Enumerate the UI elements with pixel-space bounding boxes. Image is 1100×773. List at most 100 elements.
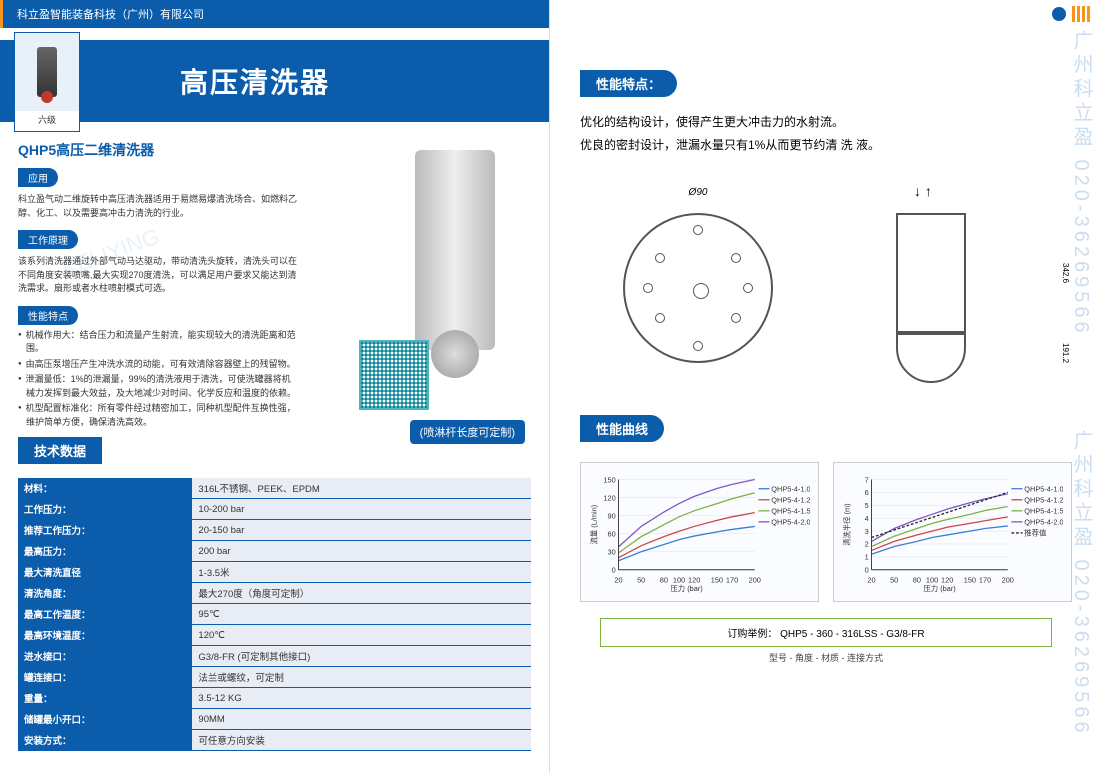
techdata-label: 技术数据 (18, 437, 102, 464)
svg-text:200: 200 (749, 575, 761, 584)
svg-text:0: 0 (865, 565, 869, 574)
spec-row: 清洗角度：最大270度（角度可定制） (18, 583, 531, 604)
spec-key: 罐连接口： (18, 667, 192, 688)
svg-text:50: 50 (637, 575, 645, 584)
feature-item: 机械作用大：结合压力和流量产生射流，能实现较大的清洗距离和范围。 (18, 329, 298, 356)
svg-text:流量 (L/min): 流量 (L/min) (589, 504, 598, 544)
svg-text:QHP5-4-2.0: QHP5-4-2.0 (1024, 517, 1063, 526)
right-page: 性能特点： 优化的结构设计，使得产生更大冲击力的水射流。 优良的密封设计，泄漏水… (550, 0, 1100, 773)
spec-value: 95℃ (192, 604, 531, 625)
application-text: 科立盈气动二维旋转中高压清洗器适用于易燃易爆清洗场合、如燃料乙醇、化工、以及需要… (18, 193, 298, 220)
svg-text:推荐值: 推荐值 (1024, 528, 1047, 537)
principle-label: 工作原理 (18, 230, 78, 249)
spec-value: 120℃ (192, 625, 531, 646)
spec-value: 10-200 bar (192, 499, 531, 520)
spec-value: 3.5-12 KG (192, 688, 531, 709)
spec-row: 工作压力：10-200 bar (18, 499, 531, 520)
logo-icon (1052, 7, 1066, 21)
spec-key: 最大清洗直径 (18, 562, 192, 583)
svg-text:2: 2 (865, 539, 869, 548)
spec-row: 进水接口：G3/8-FR (可定制其他接口) (18, 646, 531, 667)
spec-key: 重量： (18, 688, 192, 709)
diameter-label: Ø90 (689, 187, 708, 198)
spec-key: 最高工作温度： (18, 604, 192, 625)
left-page: 科立盈智能装备科技（广州）有限公司 六级 高压清洗器 QHP5高压二维清洗器 应… (0, 0, 550, 773)
hero-title: 高压清洗器 (180, 61, 330, 101)
svg-text:20: 20 (614, 575, 622, 584)
radius-chart: 01234567205080100120150170200压力 (bar)清洗半… (833, 462, 1072, 602)
perf-line-1: 优化的结构设计，使得产生更大冲击力的水射流。 (580, 111, 1072, 134)
svg-text:30: 30 (608, 547, 616, 556)
spec-value: G3/8-FR (可定制其他接口) (192, 646, 531, 667)
perf-features-label: 性能特点： (580, 70, 677, 97)
svg-text:压力 (bar): 压力 (bar) (923, 584, 955, 593)
spec-row: 最大清洗直径1-3.5米 (18, 562, 531, 583)
svg-text:90: 90 (608, 511, 616, 520)
perf-text: 优化的结构设计，使得产生更大冲击力的水射流。 优良的密封设计，泄漏水量只有1%从… (580, 111, 1072, 157)
svg-text:7: 7 (865, 475, 869, 484)
custom-length-note: (喷淋杆长度可定制) (410, 420, 525, 444)
diagram-side: ↓ ↑ 342.6 191.2 (836, 173, 1072, 403)
watermark-vertical: 广州科立盈 020-36269566 (1067, 430, 1096, 737)
spec-value: 最大270度（角度可定制） (192, 583, 531, 604)
spec-value: 1-3.5米 (192, 562, 531, 583)
diagram-front: Ø90 (580, 173, 816, 403)
tech-diagrams: Ø90 (580, 173, 1072, 403)
qr-code (359, 340, 429, 410)
svg-text:清洗半径 (m): 清洗半径 (m) (842, 503, 851, 546)
svg-text:150: 150 (964, 575, 976, 584)
features-list: 机械作用大：结合压力和流量产生射流，能实现较大的清洗距离和范围。 由高压泵增压产… (18, 329, 298, 430)
spec-row: 重量：3.5-12 KG (18, 688, 531, 709)
hero-banner: 六级 高压清洗器 (0, 40, 549, 122)
spec-value: 90MM (192, 709, 531, 730)
svg-text:170: 170 (979, 575, 991, 584)
principle-text: 该系列清洗器通过外部气动马达驱动，带动清洗头旋转，清洗头可以在不同角度安装喷嘴,… (18, 255, 298, 296)
spec-key: 最高压力： (18, 541, 192, 562)
svg-text:QHP5-4-1.2: QHP5-4-1.2 (1024, 495, 1063, 504)
svg-text:4: 4 (865, 514, 869, 523)
spec-row: 推荐工作压力：20-150 bar (18, 520, 531, 541)
spec-key: 安装方式： (18, 730, 192, 751)
order-example: 订购举例： QHP5 - 360 - 316LSS - G3/8-FR (600, 618, 1052, 647)
spec-value: 法兰或螺纹，可定制 (192, 667, 531, 688)
svg-text:80: 80 (660, 575, 668, 584)
spec-row: 最高环境温度：120℃ (18, 625, 531, 646)
watermark-vertical: 广州科立盈 020-36269566 (1067, 30, 1096, 337)
svg-text:3: 3 (865, 526, 869, 535)
svg-text:QHP5-4-1.5: QHP5-4-1.5 (1024, 506, 1063, 515)
right-header (550, 0, 1100, 28)
thumb-label: 六级 (15, 111, 79, 126)
company-header: 科立盈智能装备科技（广州）有限公司 (0, 0, 549, 28)
svg-text:QHP5-4-1.0: QHP5-4-1.0 (771, 484, 810, 493)
feature-item: 泄漏量低：1%的泄漏量，99%的清洗液用于清洗，可使洗罐器将机械力发挥到最大效益… (18, 373, 298, 400)
svg-text:5: 5 (865, 501, 869, 510)
svg-text:170: 170 (726, 575, 738, 584)
spec-row: 最高工作温度：95℃ (18, 604, 531, 625)
spec-row: 储罐最小开口：90MM (18, 709, 531, 730)
svg-text:60: 60 (608, 529, 616, 538)
svg-text:80: 80 (913, 575, 921, 584)
svg-text:QHP5-4-1.5: QHP5-4-1.5 (771, 506, 810, 515)
spec-value: 可任意方向安装 (192, 730, 531, 751)
stripe-icon (1072, 6, 1090, 22)
spec-value: 200 bar (192, 541, 531, 562)
curve-label: 性能曲线 (580, 415, 664, 442)
svg-text:200: 200 (1002, 575, 1014, 584)
svg-text:QHP5-4-1.0: QHP5-4-1.0 (1024, 484, 1063, 493)
application-label: 应用 (18, 168, 58, 187)
perf-line-2: 优良的密封设计，泄漏水量只有1%从而更节约清 洗 液。 (580, 134, 1072, 157)
spec-key: 最高环境温度： (18, 625, 192, 646)
spec-key: 工作压力： (18, 499, 192, 520)
flow-chart: 0306090120150205080100120150170200压力 (ba… (580, 462, 819, 602)
order-sub: 型号 - 角度 - 材质 - 连接方式 (580, 651, 1072, 664)
svg-text:1: 1 (865, 552, 869, 561)
svg-text:6: 6 (865, 488, 869, 497)
spec-key: 推荐工作压力： (18, 520, 192, 541)
feature-item: 机型配置标准化：所有零件经过精密加工，同种机型配件互换性强，维护简单方便，确保清… (18, 402, 298, 429)
spec-value: 316L不锈钢、PEEK、EPDM (192, 478, 531, 499)
spec-row: 罐连接口：法兰或螺纹，可定制 (18, 667, 531, 688)
spec-key: 材料： (18, 478, 192, 499)
nozzle-icon (37, 47, 57, 97)
spec-key: 储罐最小开口： (18, 709, 192, 730)
svg-text:20: 20 (867, 575, 875, 584)
